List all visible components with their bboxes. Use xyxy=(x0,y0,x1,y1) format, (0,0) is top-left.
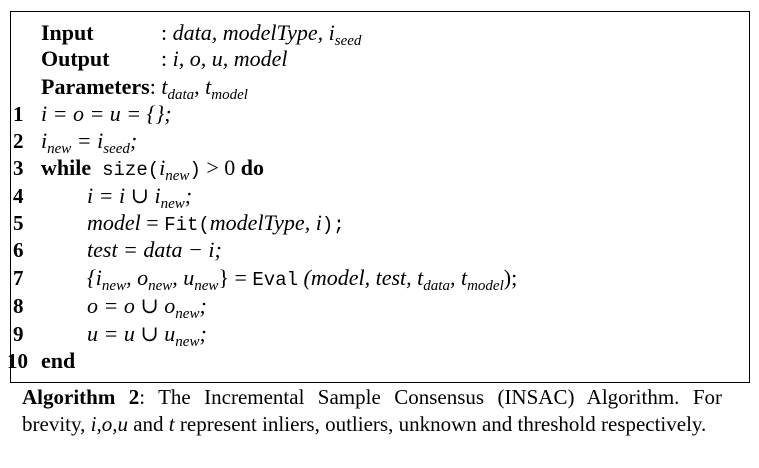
code-text: inew = iseed; xyxy=(41,128,138,157)
code-text: model = Fit(modelType, i); xyxy=(87,210,345,236)
caption-var-t: t xyxy=(168,412,175,436)
line-number: 6 xyxy=(13,238,24,262)
algorithm-box: Input : data, modelType, iseed Output : … xyxy=(7,11,750,383)
caption-text-c: represent inliers, outliers, unknown and… xyxy=(174,412,707,436)
line-number: 4 xyxy=(13,184,24,208)
line-number: 8 xyxy=(13,294,24,318)
line-number: 2 xyxy=(13,129,24,153)
line-number: 7 xyxy=(13,266,24,290)
input-label: Input xyxy=(41,20,94,45)
line-number: 5 xyxy=(13,211,24,235)
caption-label: Algorithm 2 xyxy=(22,385,140,409)
code-text: u = u ∪ unew; xyxy=(87,321,207,350)
line-number: 9 xyxy=(13,322,24,346)
code-text: i = i ∪ inew; xyxy=(87,183,193,212)
output-label: Output xyxy=(41,46,110,71)
input-value: : data, modelType, iseed xyxy=(161,20,362,49)
line-number: 1 xyxy=(13,102,24,126)
caption-text-a: : The Incremental Sample Consensus (INSA… xyxy=(22,385,723,436)
code-text: o = o ∪ onew; xyxy=(87,293,207,322)
parameters-value: Parameters: tdata, tmodel xyxy=(41,74,248,103)
line-number: 3 xyxy=(13,156,24,180)
caption-vars: i,o,u xyxy=(90,412,128,436)
line-number: 10 xyxy=(7,349,28,373)
output-value: : i, o, u, model xyxy=(161,46,288,71)
code-text: while size(inew) > 0 do xyxy=(41,155,265,184)
caption-text-b: and xyxy=(127,412,169,436)
algorithm-caption: Algorithm 2: The Incremental Sample Cons… xyxy=(22,384,722,438)
code-text: end xyxy=(41,348,76,373)
code-text: {inew, onew, unew} = Eval (model, test, … xyxy=(87,265,518,294)
code-text: test = data − i; xyxy=(87,237,222,262)
code-text: i = o = u = {}; xyxy=(41,101,172,126)
